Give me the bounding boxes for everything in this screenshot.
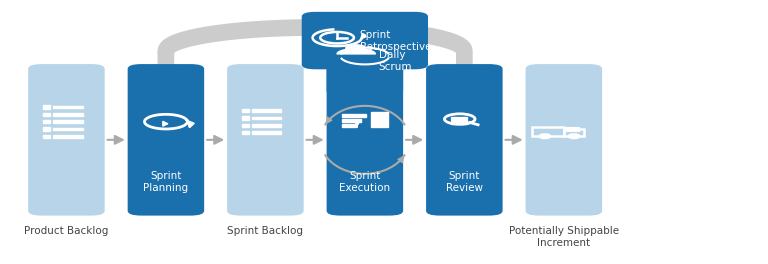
Bar xyxy=(44,113,51,116)
Text: Sprint Backlog: Sprint Backlog xyxy=(227,226,303,236)
Bar xyxy=(54,106,82,108)
Bar xyxy=(342,119,361,122)
Bar xyxy=(44,128,51,130)
Bar xyxy=(452,122,467,124)
Text: Sprint
Execution: Sprint Execution xyxy=(339,171,390,193)
Bar xyxy=(54,128,82,130)
Bar xyxy=(532,127,564,136)
Bar xyxy=(243,131,250,134)
FancyBboxPatch shape xyxy=(302,12,428,69)
Text: Sprint
Review: Sprint Review xyxy=(446,171,483,193)
FancyBboxPatch shape xyxy=(525,64,602,216)
Bar xyxy=(564,129,584,136)
Bar xyxy=(54,135,82,138)
Text: Potentially Shippable
Increment: Potentially Shippable Increment xyxy=(508,226,619,248)
Bar xyxy=(44,135,51,138)
Bar xyxy=(253,109,281,112)
FancyBboxPatch shape xyxy=(426,64,502,216)
FancyBboxPatch shape xyxy=(127,64,204,216)
FancyBboxPatch shape xyxy=(326,64,403,216)
Bar xyxy=(342,114,366,117)
FancyBboxPatch shape xyxy=(326,27,403,95)
Bar xyxy=(243,109,250,112)
Bar xyxy=(54,113,82,116)
Bar xyxy=(452,120,467,121)
Bar xyxy=(243,124,250,127)
Bar xyxy=(452,117,467,119)
Bar xyxy=(253,124,281,127)
Bar xyxy=(44,105,51,109)
Bar xyxy=(243,116,250,120)
Text: Sprint
Retrospective: Sprint Retrospective xyxy=(360,30,432,51)
FancyBboxPatch shape xyxy=(227,64,303,216)
Bar xyxy=(54,120,82,123)
Bar xyxy=(253,117,281,119)
Circle shape xyxy=(346,45,366,51)
Text: Daily
Scrum: Daily Scrum xyxy=(379,50,412,73)
Bar xyxy=(342,124,356,127)
Bar xyxy=(567,128,578,131)
FancyBboxPatch shape xyxy=(28,64,104,216)
Bar xyxy=(253,131,281,134)
Text: Sprint
Planning: Sprint Planning xyxy=(144,171,188,193)
Text: Product Backlog: Product Backlog xyxy=(25,226,108,236)
Bar xyxy=(44,120,51,123)
Bar xyxy=(371,112,388,128)
